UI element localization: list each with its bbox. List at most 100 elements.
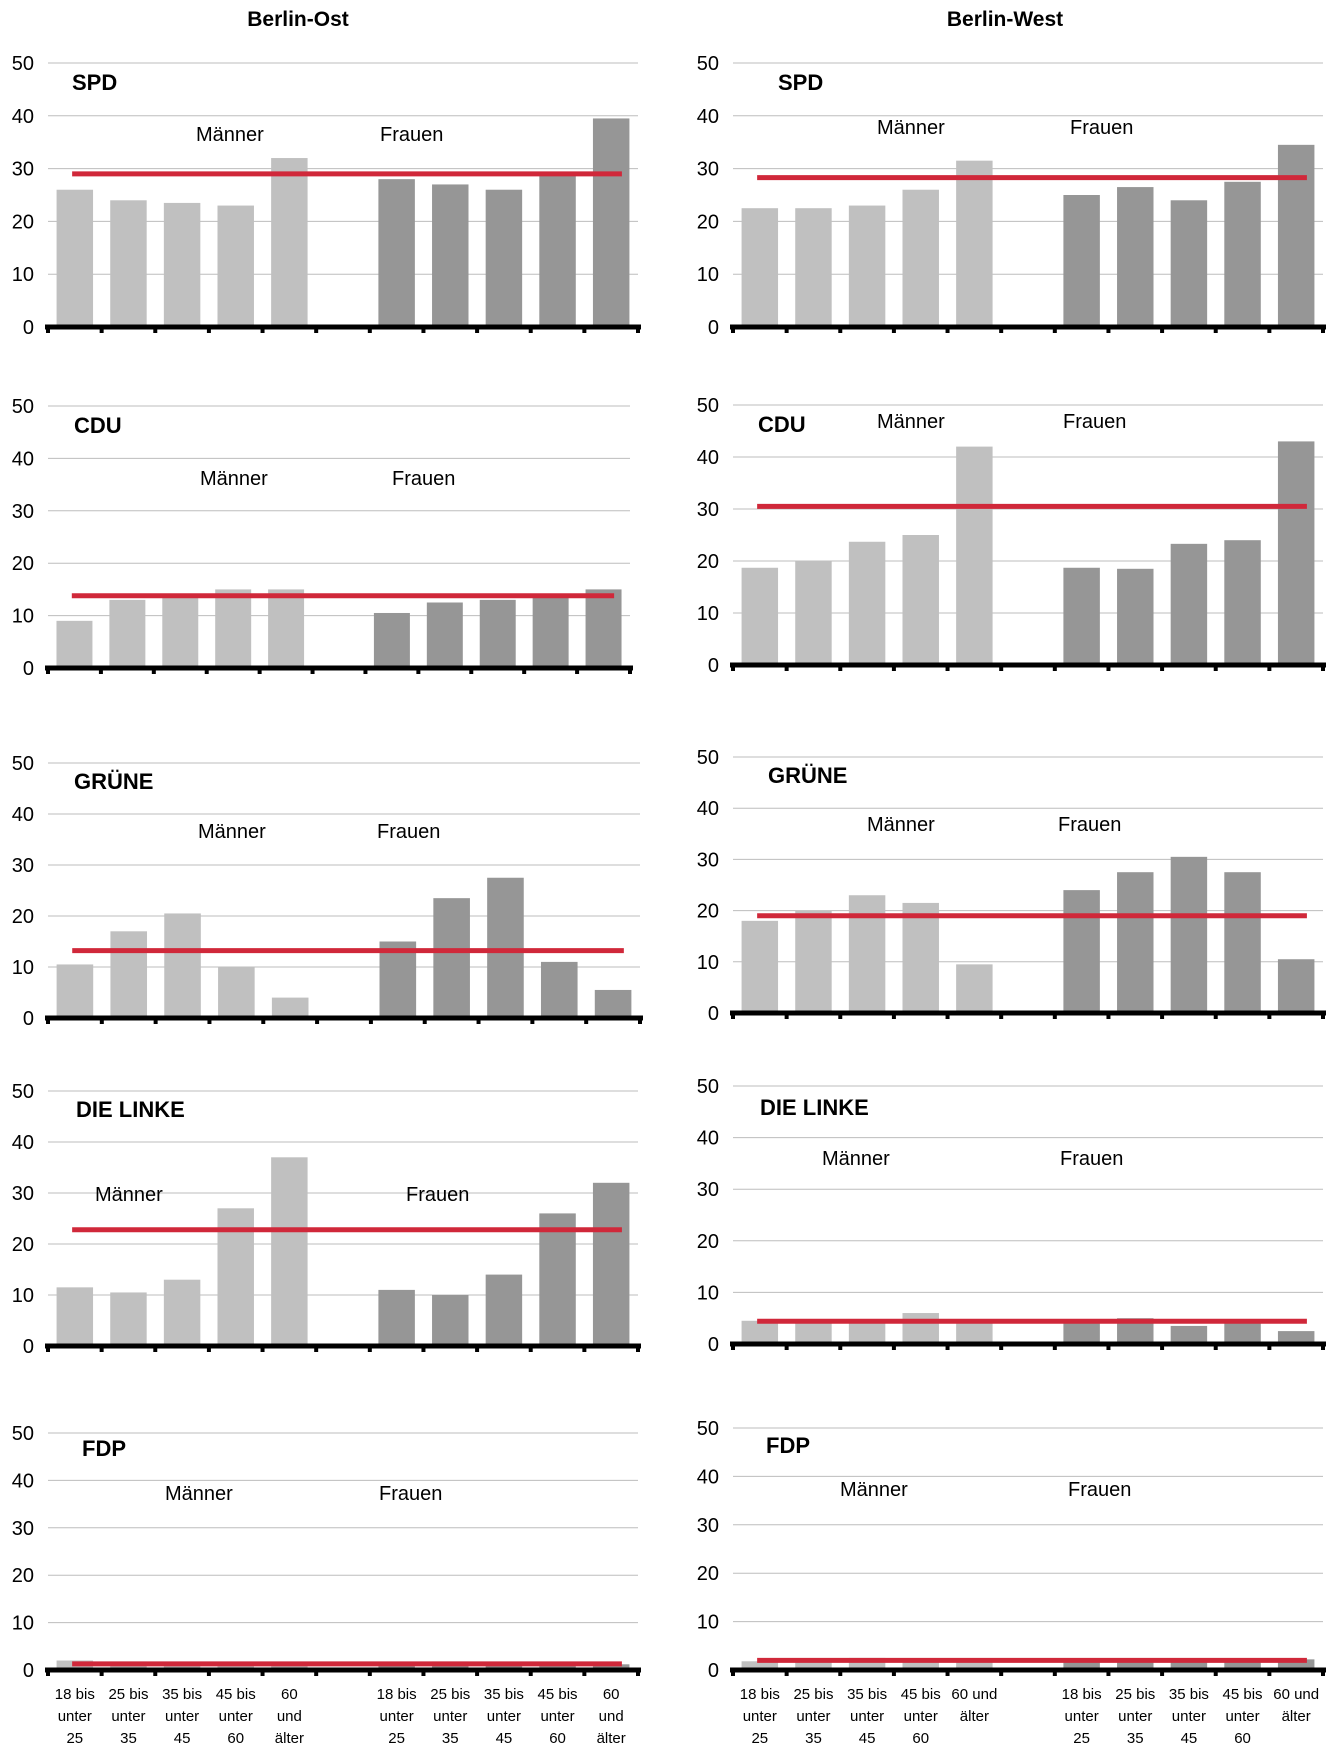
party-label: DIE LINKE: [760, 1095, 869, 1120]
bar-frauen: [373, 612, 410, 668]
y-tick-label: 40: [12, 106, 34, 128]
y-tick-label: 0: [708, 1003, 719, 1025]
bar-frauen: [378, 1662, 415, 1670]
bar-maenner: [848, 1320, 886, 1344]
bar-maenner: [164, 913, 201, 1018]
bar-maenner: [110, 200, 147, 327]
y-tick-label: 20: [12, 906, 34, 928]
bar-frauen: [485, 189, 523, 327]
bar-maenner: [795, 910, 832, 1013]
bar-frauen: [1117, 568, 1154, 665]
bar-maenner: [795, 208, 832, 327]
y-tick-label: 50: [12, 396, 34, 418]
bar-maenner: [110, 1292, 147, 1346]
bar-frauen: [585, 589, 622, 668]
y-tick-label: 40: [12, 448, 34, 470]
bar-maenner: [271, 997, 309, 1018]
group-label-maenner: Männer: [200, 468, 268, 490]
y-tick-label: 0: [23, 658, 34, 680]
y-tick-label: 30: [697, 1179, 719, 1201]
bar-maenner: [271, 158, 308, 327]
y-tick-label: 0: [708, 1660, 719, 1682]
bar-maenner: [110, 931, 148, 1018]
bar-maenner: [956, 160, 993, 327]
bar-maenner: [56, 964, 94, 1018]
x-category-label: unter: [1065, 1708, 1099, 1725]
x-category-label: 18 bis: [55, 1686, 95, 1703]
bar-frauen: [432, 1295, 469, 1346]
y-tick-label: 20: [12, 553, 34, 575]
y-tick-label: 40: [12, 1470, 34, 1492]
y-tick-label: 30: [697, 1515, 719, 1537]
x-category-label: 25: [388, 1730, 405, 1744]
x-category-label: 18 bis: [1062, 1686, 1102, 1703]
group-label-frauen: Frauen: [1063, 411, 1126, 433]
x-category-label: 18 bis: [377, 1686, 417, 1703]
group-label-frauen: Frauen: [1068, 1479, 1131, 1501]
bar-frauen: [540, 961, 578, 1018]
bar-maenner: [741, 1320, 779, 1344]
y-tick-label: 50: [697, 747, 719, 769]
y-tick-label: 0: [708, 1334, 719, 1356]
bar-frauen: [485, 1663, 523, 1670]
y-tick-label: 50: [12, 753, 34, 775]
x-category-label: 25: [751, 1730, 768, 1744]
bar-maenner: [848, 541, 886, 665]
bar-frauen: [1170, 543, 1208, 665]
bar-maenner: [795, 1323, 832, 1344]
bar-frauen: [379, 941, 417, 1018]
x-category-label: unter: [850, 1708, 884, 1725]
bar-frauen: [592, 1182, 630, 1346]
party-label: CDU: [758, 412, 806, 437]
bar-frauen: [1117, 187, 1154, 327]
chart-berlinwest-cdu: 0 10 20 30 40 50 CDU Männer Frauen: [697, 395, 1326, 677]
x-category-label: 60: [549, 1730, 566, 1744]
x-category-label: 45 bis: [1223, 1686, 1263, 1703]
party-label: GRÜNE: [768, 763, 847, 788]
bar-frauen: [1063, 195, 1100, 327]
bar-maenner: [848, 895, 886, 1013]
x-category-label: unter: [1118, 1708, 1152, 1725]
y-tick-label: 10: [12, 957, 34, 979]
group-label-frauen: Frauen: [379, 1483, 442, 1505]
x-category-label: 25 bis: [108, 1686, 148, 1703]
y-tick-label: 20: [697, 1563, 719, 1585]
x-category-label: 60 und: [951, 1686, 997, 1703]
x-category-label: unter: [433, 1708, 467, 1725]
y-tick-label: 40: [697, 1466, 719, 1488]
bar-maenner: [163, 202, 201, 327]
bar-frauen: [1277, 959, 1315, 1013]
bar-maenner: [902, 189, 939, 327]
y-tick-label: 10: [697, 952, 719, 974]
x-category-label: 25 bis: [1115, 1686, 1155, 1703]
bar-frauen: [1277, 1659, 1315, 1670]
y-tick-label: 0: [708, 655, 719, 677]
berlin-west-title: Berlin-West: [946, 8, 1064, 31]
y-tick-label: 30: [12, 159, 34, 181]
bar-maenner: [217, 1662, 254, 1670]
y-tick-label: 50: [697, 395, 719, 417]
x-category-label: 45 bis: [216, 1686, 256, 1703]
bar-maenner: [162, 594, 199, 668]
x-category-label: 60: [281, 1686, 298, 1703]
y-tick-label: 30: [12, 855, 34, 877]
x-category-label: 35: [805, 1730, 822, 1744]
party-label: FDP: [766, 1433, 810, 1458]
y-tick-label: 0: [23, 1336, 34, 1358]
bar-frauen: [592, 1664, 630, 1670]
y-tick-label: 0: [23, 1008, 34, 1030]
y-tick-label: 30: [697, 499, 719, 521]
x-category-label: älter: [275, 1730, 304, 1744]
y-tick-label: 20: [12, 1234, 34, 1256]
x-category-label: 45: [1181, 1730, 1198, 1744]
y-tick-label: 50: [12, 53, 34, 75]
y-tick-label: 20: [12, 1565, 34, 1587]
bar-maenner: [795, 561, 832, 665]
party-label: SPD: [72, 70, 117, 95]
group-label-frauen: Frauen: [1070, 117, 1133, 139]
bar-maenner: [956, 964, 993, 1013]
x-category-label: 45: [859, 1730, 876, 1744]
x-category-label: und: [599, 1708, 624, 1725]
bar-frauen: [487, 877, 524, 1018]
y-tick-label: 30: [12, 1183, 34, 1205]
